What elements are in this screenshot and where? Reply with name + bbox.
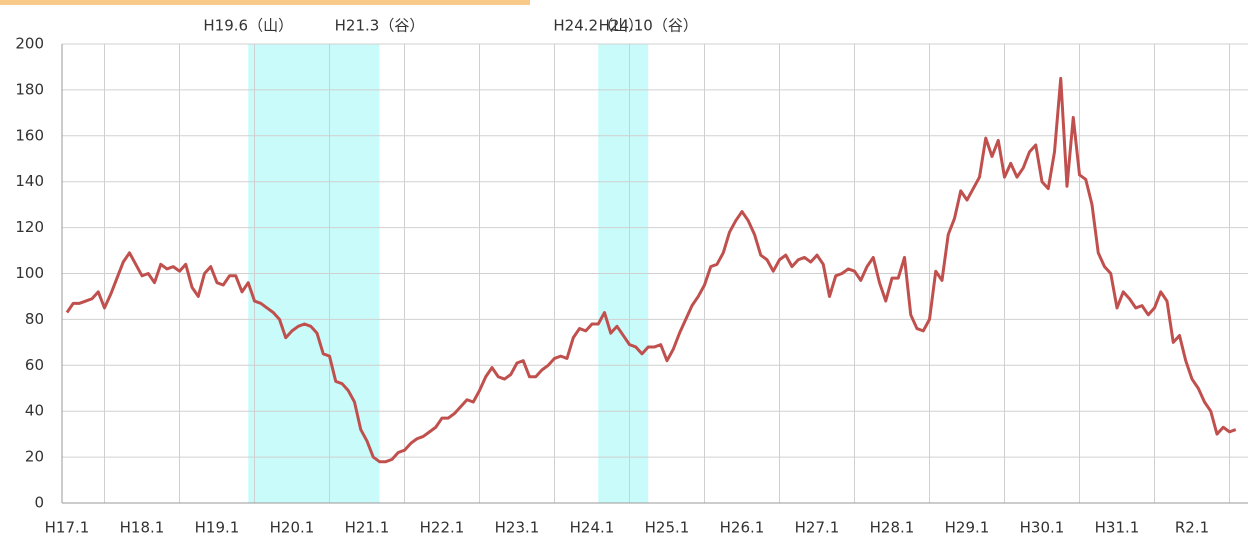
- x-tick-label: H24.1: [570, 519, 615, 537]
- x-tick-label: H26.1: [720, 519, 765, 537]
- x-tick-label: H29.1: [945, 519, 990, 537]
- y-tick-label: 60: [25, 356, 44, 374]
- x-tick-label: H28.1: [870, 519, 915, 537]
- y-tick-label: 100: [15, 264, 44, 282]
- y-tick-label: 140: [15, 172, 44, 190]
- y-tick-label: 200: [15, 35, 44, 53]
- band-end-label: H21.3（谷）: [335, 17, 425, 35]
- x-tick-label: H18.1: [120, 519, 165, 537]
- x-tick-label: H30.1: [1020, 519, 1065, 537]
- x-tick-label: H21.1: [345, 519, 390, 537]
- x-tick-label: H25.1: [645, 519, 690, 537]
- y-tick-label: 40: [25, 402, 44, 420]
- x-tick-label: H17.1: [45, 519, 90, 537]
- y-tick-label: 80: [25, 310, 44, 328]
- x-tick-label: H31.1: [1095, 519, 1140, 537]
- y-tick-label: 120: [15, 218, 44, 236]
- x-tick-label: H27.1: [795, 519, 840, 537]
- y-tick-label: 0: [34, 494, 44, 512]
- x-tick-label: H19.1: [195, 519, 240, 537]
- data-line: [65, 76, 1237, 464]
- top-accent: [0, 0, 530, 5]
- y-tick-label: 160: [15, 126, 44, 144]
- band-end-label: H24.10（谷）: [599, 17, 698, 35]
- y-tick-label: 20: [25, 448, 44, 466]
- band-start-label: H24.2（山）: [553, 17, 643, 35]
- x-tick-label: H23.1: [495, 519, 540, 537]
- x-tick-label: H20.1: [270, 519, 315, 537]
- y-tick-label: 180: [15, 80, 44, 98]
- x-tick-label: H22.1: [420, 519, 465, 537]
- x-tick-label: R2.1: [1175, 519, 1209, 537]
- band-start-label: H19.6（山）: [203, 17, 293, 35]
